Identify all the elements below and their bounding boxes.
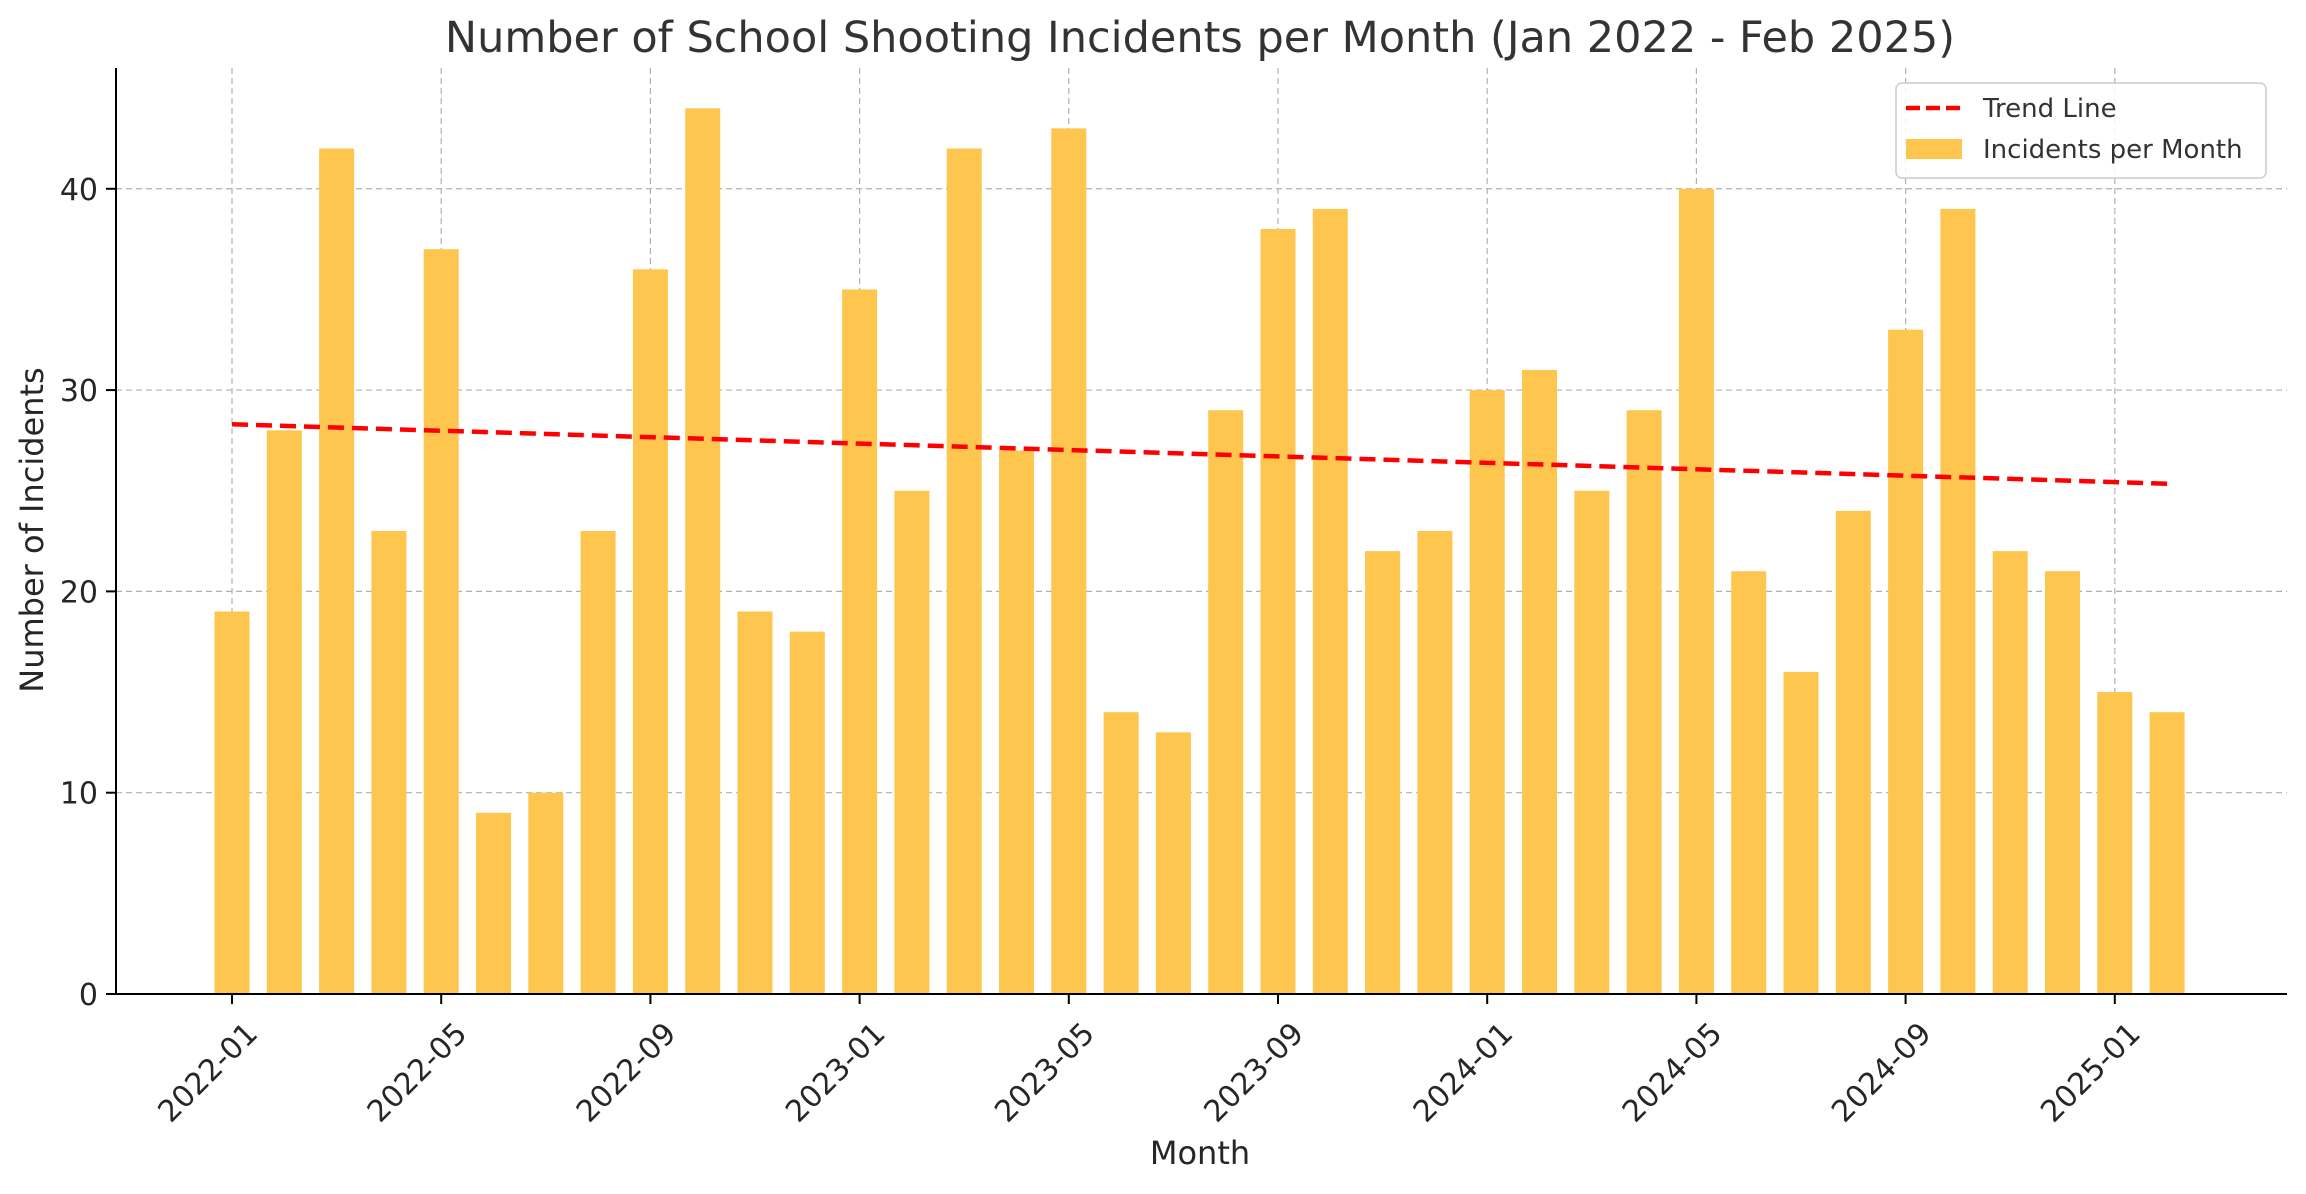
- legend-bar-label: Incidents per Month: [1983, 135, 2243, 165]
- bar-2023-10: [1312, 208, 1348, 995]
- bar-2023-06: [1103, 712, 1139, 994]
- bar-2022-08: [580, 531, 616, 994]
- bar-2022-06: [476, 812, 511, 994]
- bar-2023-02: [894, 490, 930, 994]
- bar-2022-09: [632, 269, 668, 995]
- x-tick-label: 2024-09: [1825, 1016, 1938, 1129]
- bar-2023-09: [1260, 229, 1296, 995]
- bar-2022-04: [371, 531, 407, 994]
- bar-2024-03: [1574, 490, 1610, 994]
- bar-2024-10: [1940, 208, 1976, 995]
- bar-2025-02: [2149, 712, 2185, 994]
- bar-2022-05: [423, 249, 459, 994]
- legend: Trend Line Incidents per Month: [1895, 82, 2267, 179]
- x-tick-label: 2022-05: [361, 1016, 474, 1129]
- bar-2022-02: [266, 430, 302, 994]
- bar-2024-07: [1783, 671, 1819, 994]
- bar-2023-05: [1051, 128, 1087, 995]
- bar-2023-04: [999, 450, 1034, 994]
- chart-title: Number of School Shooting Incidents per …: [445, 13, 1955, 63]
- y-tick-label: 20: [60, 575, 98, 610]
- bar-2023-07: [1155, 732, 1191, 994]
- x-axis-title: Month: [1150, 1134, 1250, 1172]
- bar-2023-08: [1208, 410, 1244, 994]
- y-tick-label: 0: [79, 978, 98, 1013]
- bar-2024-09: [1888, 329, 1924, 994]
- bar-2023-12: [1417, 531, 1453, 994]
- bar-2024-05: [1678, 188, 1714, 995]
- bar-2023-03: [946, 148, 982, 995]
- bar-2023-01: [842, 289, 878, 994]
- y-tick-label: 40: [60, 173, 98, 208]
- trend-line: [231, 422, 2168, 486]
- x-tick-label: 2023-09: [1198, 1016, 1311, 1129]
- bar-2024-06: [1731, 571, 1767, 994]
- bar-2024-04: [1626, 410, 1662, 994]
- y-tick-label: 10: [60, 777, 98, 812]
- bar-2022-07: [528, 792, 564, 994]
- y-axis-title: Number of Incidents: [13, 367, 51, 692]
- legend-bar-swatch: [1906, 139, 1962, 159]
- x-tick-label: 2022-09: [570, 1016, 683, 1129]
- legend-trend-label: Trend Line: [1982, 94, 2117, 124]
- bar-2022-03: [319, 148, 355, 995]
- x-tick-label: 2023-01: [779, 1016, 892, 1129]
- bar-2022-10: [685, 108, 721, 995]
- bar-2022-11: [737, 611, 773, 994]
- bar-2024-08: [1835, 510, 1871, 994]
- bar-2025-01: [2097, 692, 2133, 994]
- bar-2024-01: [1469, 390, 1505, 995]
- y-tick-label: 30: [60, 374, 98, 409]
- bar-2022-01: [214, 611, 250, 994]
- bar-2024-11: [1992, 551, 2028, 994]
- bar-2023-11: [1365, 551, 1401, 994]
- bar-2022-12: [789, 631, 825, 994]
- x-tick-label: 2022-01: [152, 1016, 265, 1129]
- bar-layer: [214, 108, 2185, 995]
- x-tick-label: 2024-05: [1616, 1016, 1729, 1129]
- x-tick-label: 2025-01: [2034, 1016, 2147, 1129]
- trend-layer: [231, 422, 2168, 486]
- x-tick-label: 2023-05: [988, 1016, 1101, 1129]
- legend-box: [1895, 82, 2267, 179]
- bar-2024-12: [2045, 571, 2080, 994]
- bar-2024-02: [1522, 369, 1557, 994]
- x-tick-label: 2024-01: [1407, 1016, 1520, 1129]
